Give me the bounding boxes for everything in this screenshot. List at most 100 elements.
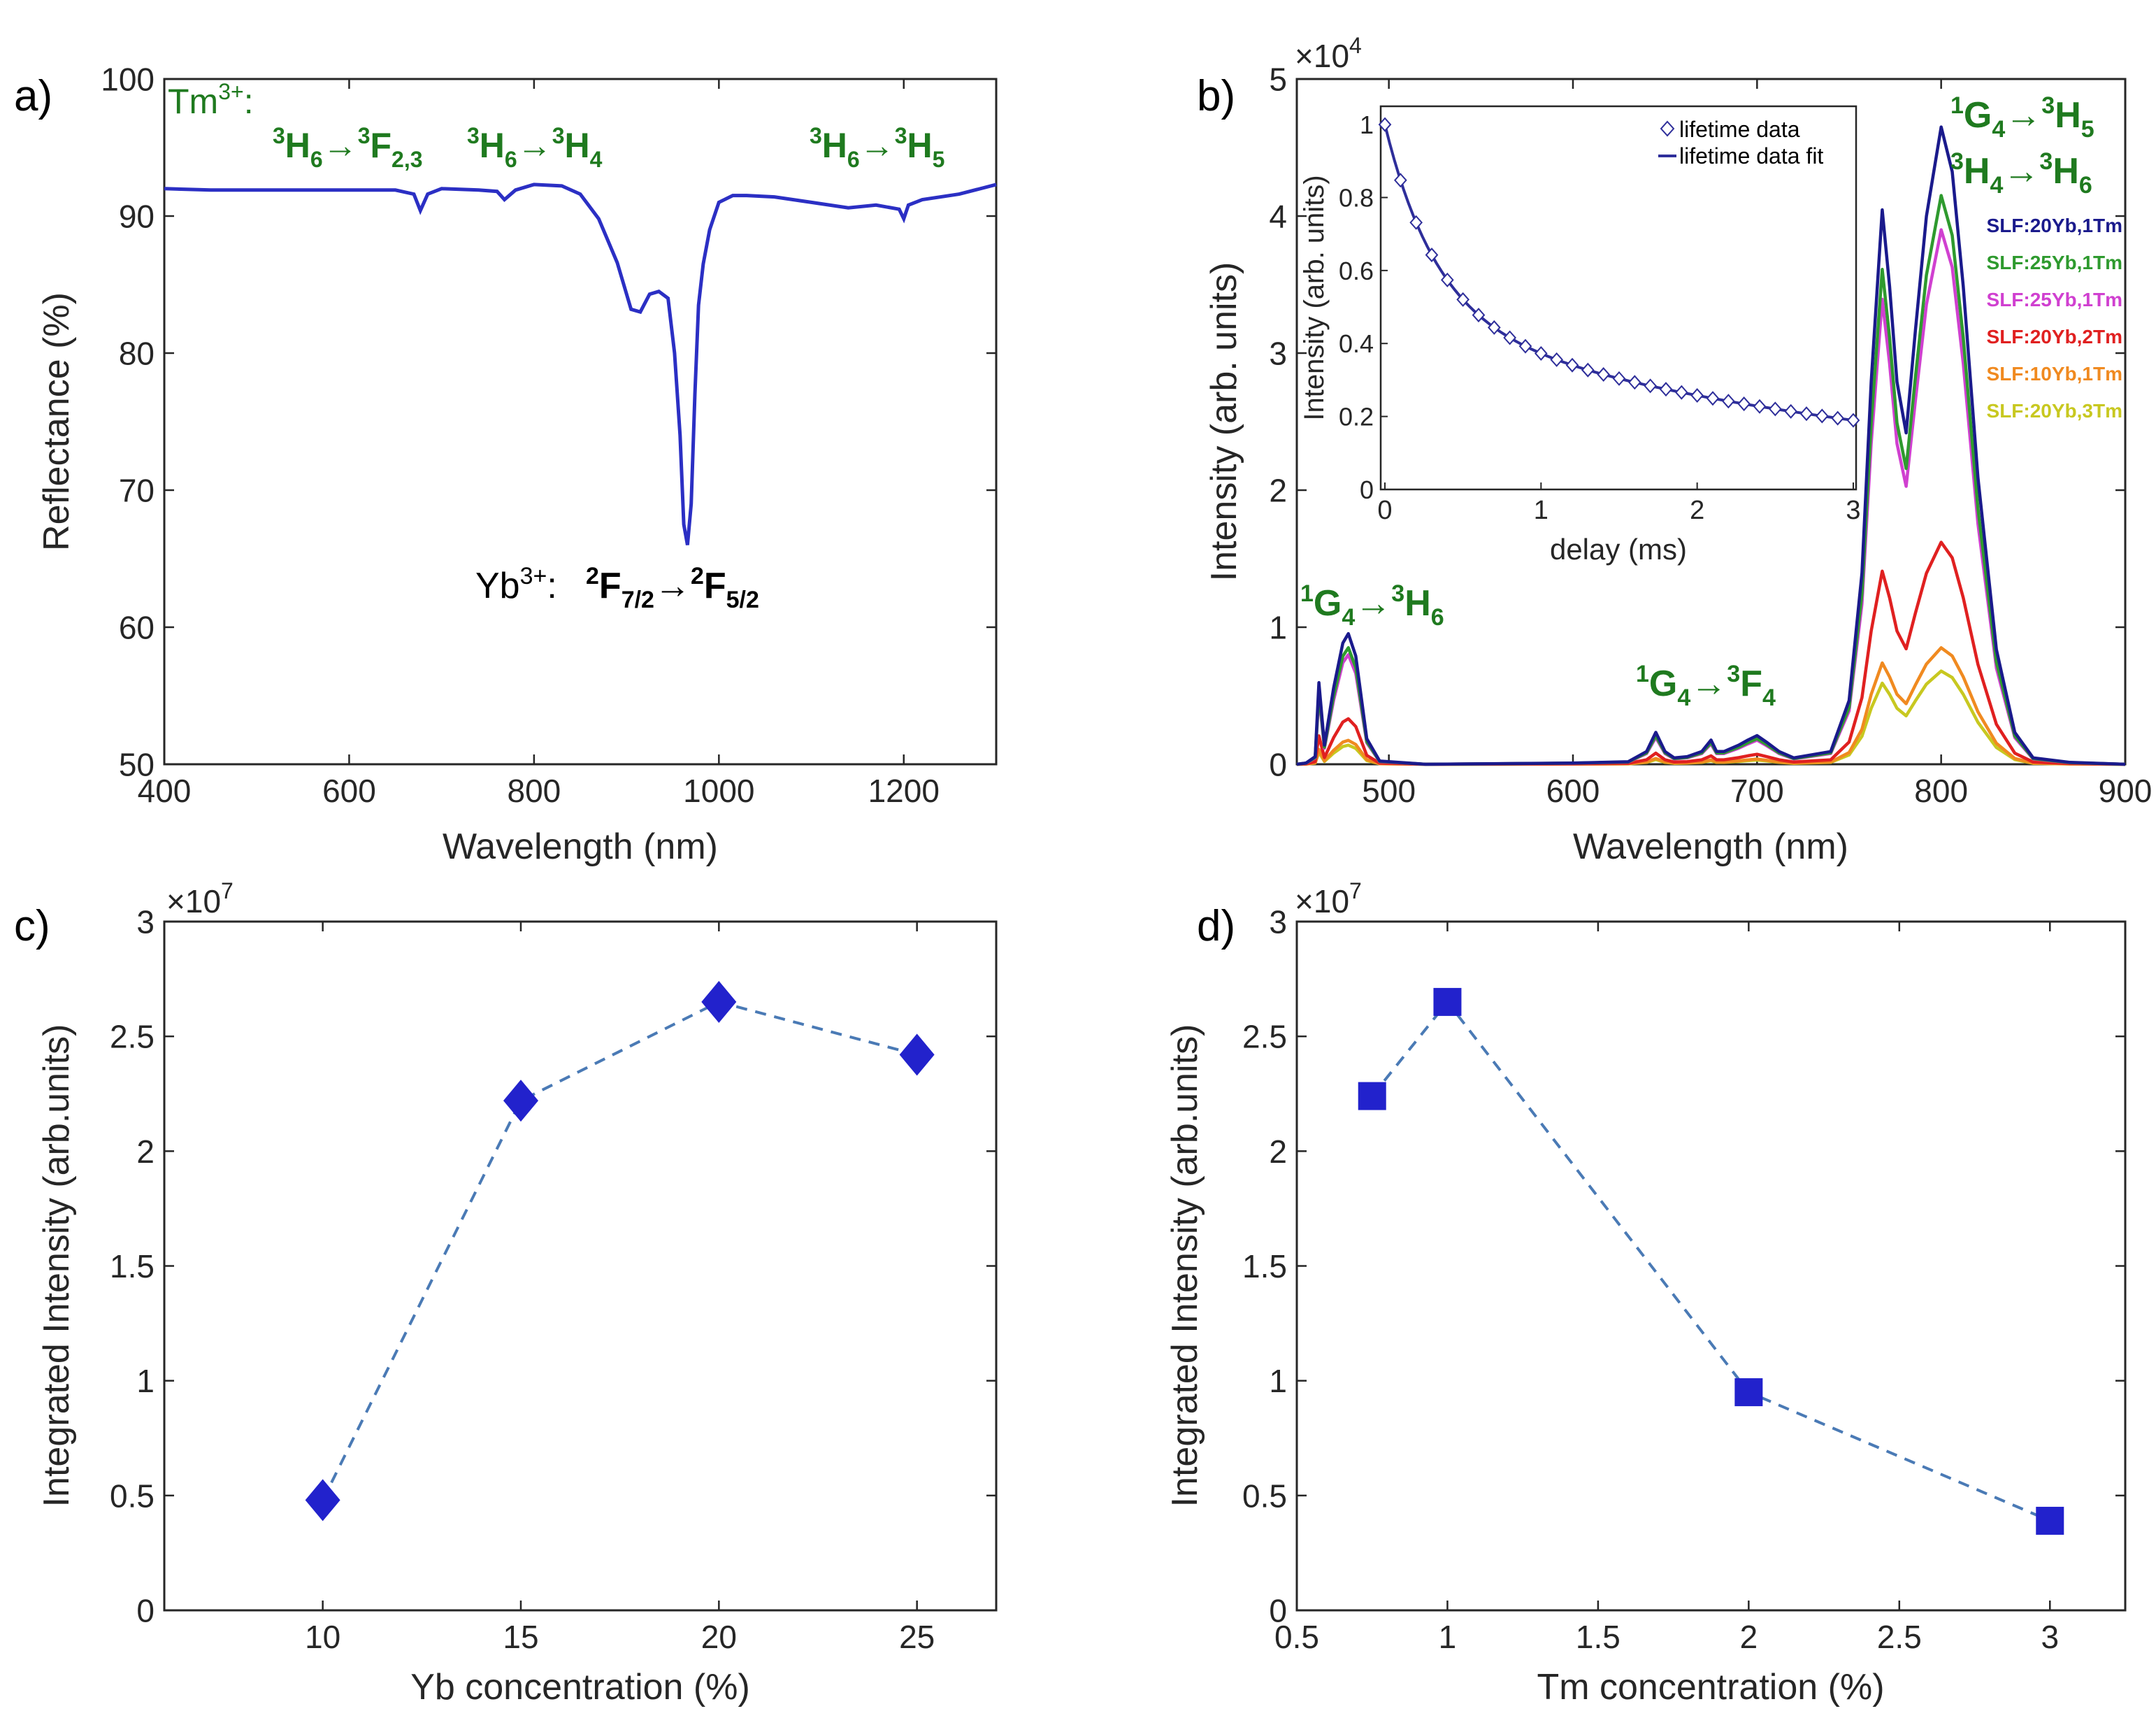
panel-a-ytick-label: 70: [119, 473, 154, 509]
inset-data-point: [1706, 391, 1720, 406]
panel-b-series-line: [1296, 646, 2126, 766]
panel-c-markers: [305, 980, 935, 1522]
inset-data-point: [1627, 375, 1641, 390]
panel-c-multiplier: ×107: [166, 878, 233, 919]
panel-a-ytick-label: 50: [119, 747, 154, 783]
inset-data-point: [1659, 382, 1673, 397]
panel-b-legend-entry: SLF:20Yb,2Tm: [1987, 326, 2122, 348]
panel-a-ylabel: Reflectance (%): [36, 292, 77, 551]
inset-data-point: [1753, 399, 1767, 414]
panel-c-ytick-label: 2: [136, 1133, 154, 1170]
panel-a-transition-3: 3H6→3H5: [810, 123, 944, 172]
panel-b-legend-entry: SLF:25Yb,1Tm: [1987, 252, 2122, 273]
panel-d: d) ×107 0.5 1 1.5 2 2.5 3 00.511.522.53 Tm co…: [1165, 878, 2127, 1708]
panel-d-ytick-label: 3: [1269, 904, 1287, 940]
panel-d-markers: [1358, 987, 2064, 1535]
panel-b-legend-entry: SLF:20Yb,3Tm: [1987, 400, 2122, 422]
panel-a-transition-1: 3H6→3F2,3: [273, 123, 423, 172]
panel-c-diamond-marker: [899, 1033, 935, 1076]
panel-c-diamond-marker: [305, 1479, 340, 1522]
panel-b-xtick-label: 700: [1730, 773, 1784, 809]
panel-b-xtick-label: 500: [1362, 773, 1416, 809]
panel-d-xtick-label: 0.5: [1274, 1619, 1319, 1655]
panel-a-tm-label: Tm3+:: [168, 79, 254, 121]
panel-d-ytick-label: 0.5: [1242, 1477, 1287, 1514]
panel-c-xticks: 10 15 20 25: [305, 922, 935, 1655]
panel-c-xtick-label: 20: [701, 1619, 737, 1655]
inset-data-point: [1644, 378, 1658, 394]
inset-data-point: [1597, 367, 1611, 382]
panel-d-yticks: 0 0.5 1 1.5 2 2.5 3: [1242, 904, 2125, 1629]
panel-b-legend-entry: SLF:20Yb,1Tm: [1987, 215, 2122, 236]
panel-c-xtick-label: 10: [305, 1619, 340, 1655]
panel-c-yticks: 0 0.5 1 1.5 2 2.5 3: [110, 904, 996, 1629]
panel-d-multiplier: ×107: [1295, 878, 1362, 919]
panel-a-xticks: 400 600 800 1000 1200: [138, 79, 940, 809]
panel-d-dashed-line: [1371, 999, 2051, 1522]
panel-a-ytick-label: 80: [119, 336, 154, 372]
panel-b-ytick-label: 5: [1269, 62, 1287, 98]
panel-b-series-line: [1296, 125, 2126, 766]
panel-d-xtick-label: 2.5: [1877, 1619, 1922, 1655]
inset-xlabel: delay (ms): [1550, 533, 1687, 566]
inset-data-point: [1815, 408, 1829, 424]
panel-a-ytick-label: 100: [101, 62, 154, 98]
inset-data-point: [1690, 388, 1704, 403]
panel-c-ytick-label: 1.5: [110, 1248, 154, 1284]
inset-xtick-label: 0: [1377, 496, 1392, 525]
panel-c-ytick-label: 0.5: [110, 1477, 154, 1514]
panel-d-xticks: 0.5 1 1.5 2 2.5 3: [1274, 922, 2059, 1655]
inset-data-point: [1799, 406, 1813, 422]
inset-data-point: [1846, 413, 1860, 428]
inset-data-point: [1534, 345, 1548, 361]
panel-a-ytick-label: 90: [119, 199, 154, 235]
panel-a-yb-transition: 2F7/2→2F5/2: [586, 563, 759, 613]
panel-c-ylabel: Integrated Intensity (arb.units): [36, 1024, 77, 1508]
panel-d-square-marker: [1433, 987, 1462, 1016]
inset-data-point: [1768, 401, 1782, 417]
panel-d-ytick-label: 1: [1269, 1363, 1287, 1399]
panel-c-label: c): [14, 902, 50, 950]
panel-b-ytick-label: 3: [1269, 336, 1287, 372]
panel-a-label: a): [14, 72, 52, 120]
panel-a-xtick-label: 800: [508, 773, 561, 809]
panel-b-ytick-label: 1: [1269, 610, 1287, 646]
panel-a-ytick-label: 60: [119, 610, 154, 646]
inset-data-point: [1721, 394, 1735, 409]
panel-a-xtick-label: 400: [138, 773, 192, 809]
inset-data-point: [1784, 403, 1798, 419]
panel-b-band-1G4-3F4: 1G4→3F4: [1636, 661, 1776, 711]
panel-d-ytick-label: 2.5: [1242, 1019, 1287, 1055]
panel-d-square-marker: [1358, 1082, 1386, 1110]
inset-xtick-label: 2: [1690, 496, 1704, 525]
inset-xtick-label: 1: [1534, 496, 1548, 525]
panel-d-xtick-label: 3: [2041, 1619, 2059, 1655]
panel-d-ytick-label: 1.5: [1242, 1248, 1287, 1284]
panel-a-xtick-label: 1200: [868, 773, 940, 809]
legend-diamond-icon: [1660, 120, 1675, 137]
panel-b-ytick-label: 0: [1269, 747, 1287, 783]
panel-b-spectra: [1296, 125, 2126, 766]
panel-c-axes: [163, 920, 998, 1612]
panel-b: b) ×104 500 600 700 800 900 0 1 2 3 4 5 Wavelengt…: [1197, 33, 2152, 867]
panel-b-band-3H4-3H6: 3H4→3H6: [1950, 148, 2092, 199]
panel-b-ylabel: Intensity (arb. units): [1204, 262, 1244, 582]
inset-ylabel: Intensity (arb. units): [1299, 175, 1330, 420]
inset-data-point: [1487, 320, 1501, 335]
panel-a-xtick-label: 600: [322, 773, 376, 809]
inset-data-point: [1581, 362, 1595, 378]
inset-data-point: [1737, 396, 1751, 412]
inset-ytick-label: 0.6: [1339, 257, 1374, 285]
panel-d-square-marker: [1734, 1378, 1763, 1407]
panel-c: c) ×107 10 15 20 25 0 0.5 1 1.5 2 2.5 3 Yb concen…: [14, 878, 998, 1708]
inset-xtick-label: 3: [1846, 496, 1860, 525]
panel-b-label: b): [1197, 72, 1235, 120]
panel-b-series-line: [1296, 194, 2126, 766]
inset-data-points: [1378, 117, 1860, 428]
panel-d-ytick-label: 2: [1269, 1133, 1287, 1170]
inset-data-point: [1456, 292, 1470, 307]
panel-c-xtick-label: 15: [503, 1619, 538, 1655]
inset-data-point: [1425, 248, 1439, 263]
panel-b-xtick-label: 800: [1914, 773, 1968, 809]
